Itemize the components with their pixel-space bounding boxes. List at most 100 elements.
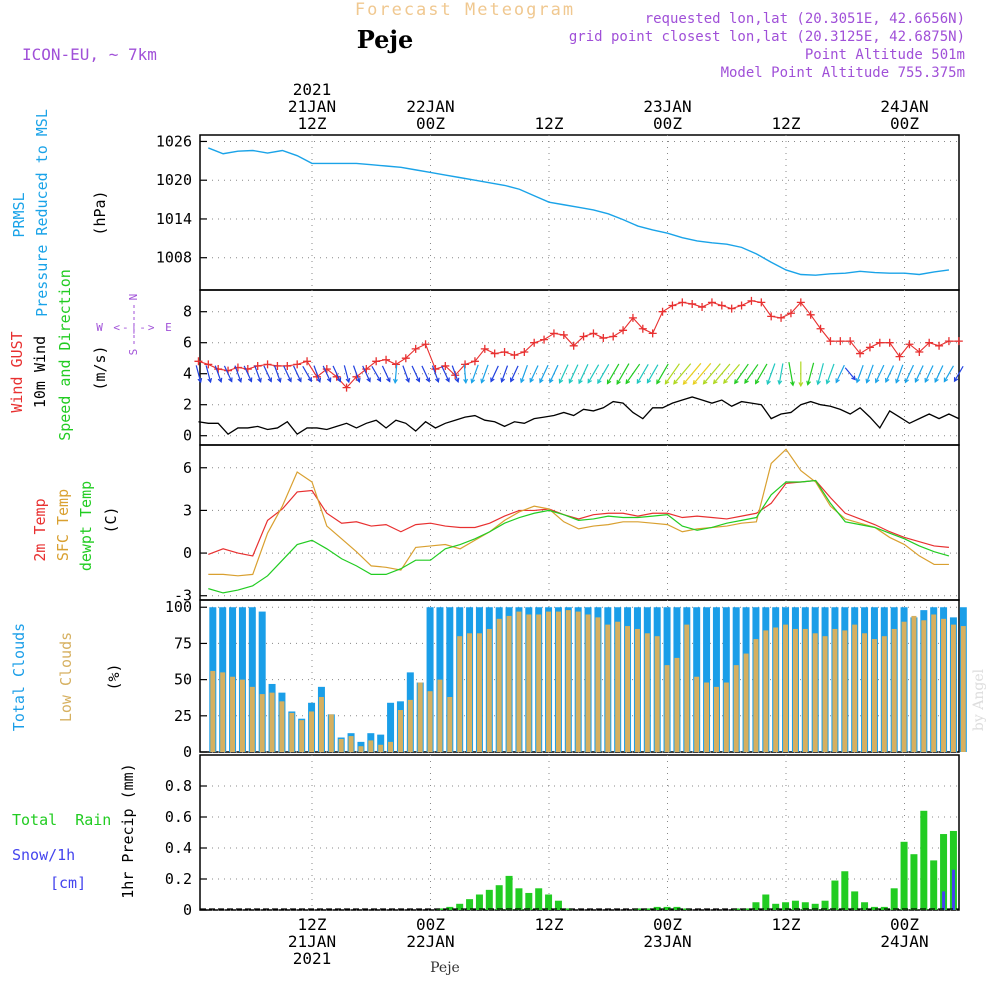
- wind-arrow-head: [326, 377, 332, 383]
- gust-marker: [549, 329, 558, 338]
- rain-bar: [446, 906, 454, 910]
- wind-arrow-shaft: [263, 365, 272, 382]
- low-cloud-bar: [378, 744, 384, 752]
- low-cloud-bar: [891, 628, 897, 752]
- gust-marker: [372, 357, 381, 366]
- wind-arrow-shaft: [205, 365, 212, 383]
- wind-arrow: [744, 364, 759, 384]
- wind-arrow: [755, 363, 768, 385]
- pressure-unit: (hPa): [91, 190, 109, 235]
- wind-arrow: [646, 364, 659, 384]
- wind-arrow: [723, 363, 740, 385]
- low-cloud-bar: [417, 682, 423, 752]
- gust-marker: [668, 301, 677, 310]
- wind-arrow-head: [549, 378, 554, 384]
- wind-ytick-label: 6: [183, 334, 192, 352]
- wind-arrow: [234, 365, 243, 383]
- rain-bar: [890, 888, 898, 910]
- rain-bar: [791, 900, 799, 910]
- low-cloud-bar: [654, 636, 660, 752]
- rain-bar: [851, 891, 859, 910]
- wind-arrow: [520, 364, 528, 384]
- wind-arrow: [441, 365, 450, 383]
- wind-arrow: [470, 364, 479, 384]
- wind-10m-label: 10m Wind: [31, 336, 49, 408]
- temp-ytick-label: 6: [183, 459, 192, 477]
- wind-arrow-head: [500, 377, 506, 383]
- wind-arrow-head: [445, 377, 450, 383]
- wind-arrow-shaft: [692, 362, 712, 385]
- pressure-ytick-label: 1008: [156, 249, 192, 267]
- wind-arrow-head: [835, 378, 840, 384]
- time-bottom-label: 24JAN: [880, 932, 928, 951]
- wind-arrow-shaft: [607, 363, 620, 384]
- pressure-series-line: [208, 147, 950, 276]
- wind-arrow: [490, 365, 499, 383]
- wind-arrow-head: [934, 377, 939, 384]
- wind-arrow: [263, 365, 273, 383]
- cloud-bars: [209, 607, 967, 752]
- wind-arrow-head: [578, 379, 583, 385]
- temp-unit: (C): [102, 506, 120, 533]
- gust-marker: [303, 357, 312, 366]
- wind-arrow-head: [558, 378, 564, 384]
- wind-arrow: [934, 365, 944, 384]
- cloud-total-label: Total Clouds: [10, 623, 28, 731]
- wind-arrow-head: [207, 377, 213, 384]
- wind-ytick-label: 8: [183, 303, 192, 321]
- wind-arrow: [673, 363, 692, 385]
- wind-arrow: [529, 365, 539, 384]
- rain-bar: [456, 903, 464, 910]
- low-cloud-bar: [437, 679, 443, 752]
- gust-marker: [490, 349, 499, 358]
- wind10-series-line: [198, 396, 960, 436]
- wind-arrow-head: [287, 377, 292, 383]
- wind-arrow-shaft: [646, 364, 659, 384]
- low-cloud-bar: [555, 611, 561, 752]
- wind-arrow-head: [625, 379, 631, 385]
- wind-arrow-shaft: [313, 365, 321, 382]
- wind-arrow: [656, 363, 669, 385]
- gust-marker: [836, 337, 845, 346]
- low-cloud-bar: [704, 682, 710, 752]
- wind-ytick-label: 2: [183, 396, 192, 414]
- pressure-ytick-label: 1020: [156, 171, 192, 189]
- wind-arrow: [293, 365, 302, 383]
- t2m-series-line: [208, 479, 949, 557]
- rain-bar: [515, 888, 523, 910]
- time-bottom-label: 12Z: [535, 915, 564, 934]
- rain-bar: [870, 906, 878, 910]
- wind-arrow-shaft: [885, 365, 895, 383]
- gust-marker: [796, 298, 805, 307]
- wind-arrow: [835, 364, 845, 384]
- wind-arrow-head: [247, 377, 253, 383]
- low-cloud-bar: [259, 694, 265, 752]
- time-top-label: 21JAN: [288, 97, 336, 116]
- rain-bar: [930, 860, 938, 910]
- wind-arrow-shaft: [332, 365, 341, 382]
- wind-arrow: [254, 365, 262, 383]
- cloud-ytick-label: 100: [165, 598, 192, 616]
- wind-arrow: [558, 364, 569, 384]
- wind-arrow: [874, 364, 885, 384]
- time-top-label: 2021: [293, 80, 332, 99]
- gust-marker: [816, 324, 825, 333]
- wind-arrow-head: [744, 378, 749, 384]
- wind-arrow-head: [682, 380, 688, 386]
- cloud-ytick-label: 75: [174, 634, 192, 652]
- total-cloud-bar: [387, 702, 395, 752]
- pressure-label-msl: Pressure Reduced to MSL: [33, 109, 51, 317]
- pressure-ytick-label: 1014: [156, 210, 192, 228]
- wind-arrow: [371, 365, 382, 383]
- wind-arrow-head: [539, 378, 544, 384]
- wind-arrow-shaft: [673, 363, 692, 385]
- gust-marker: [707, 298, 716, 307]
- low-cloud-bar: [279, 701, 285, 752]
- gust-marker: [875, 338, 884, 347]
- wind-arrow-head: [454, 377, 460, 383]
- wind-arrow-head: [237, 377, 243, 383]
- low-cloud-bar: [338, 738, 344, 752]
- gust-marker: [569, 341, 578, 350]
- low-cloud-bar: [467, 633, 473, 752]
- rain-bar: [841, 871, 849, 910]
